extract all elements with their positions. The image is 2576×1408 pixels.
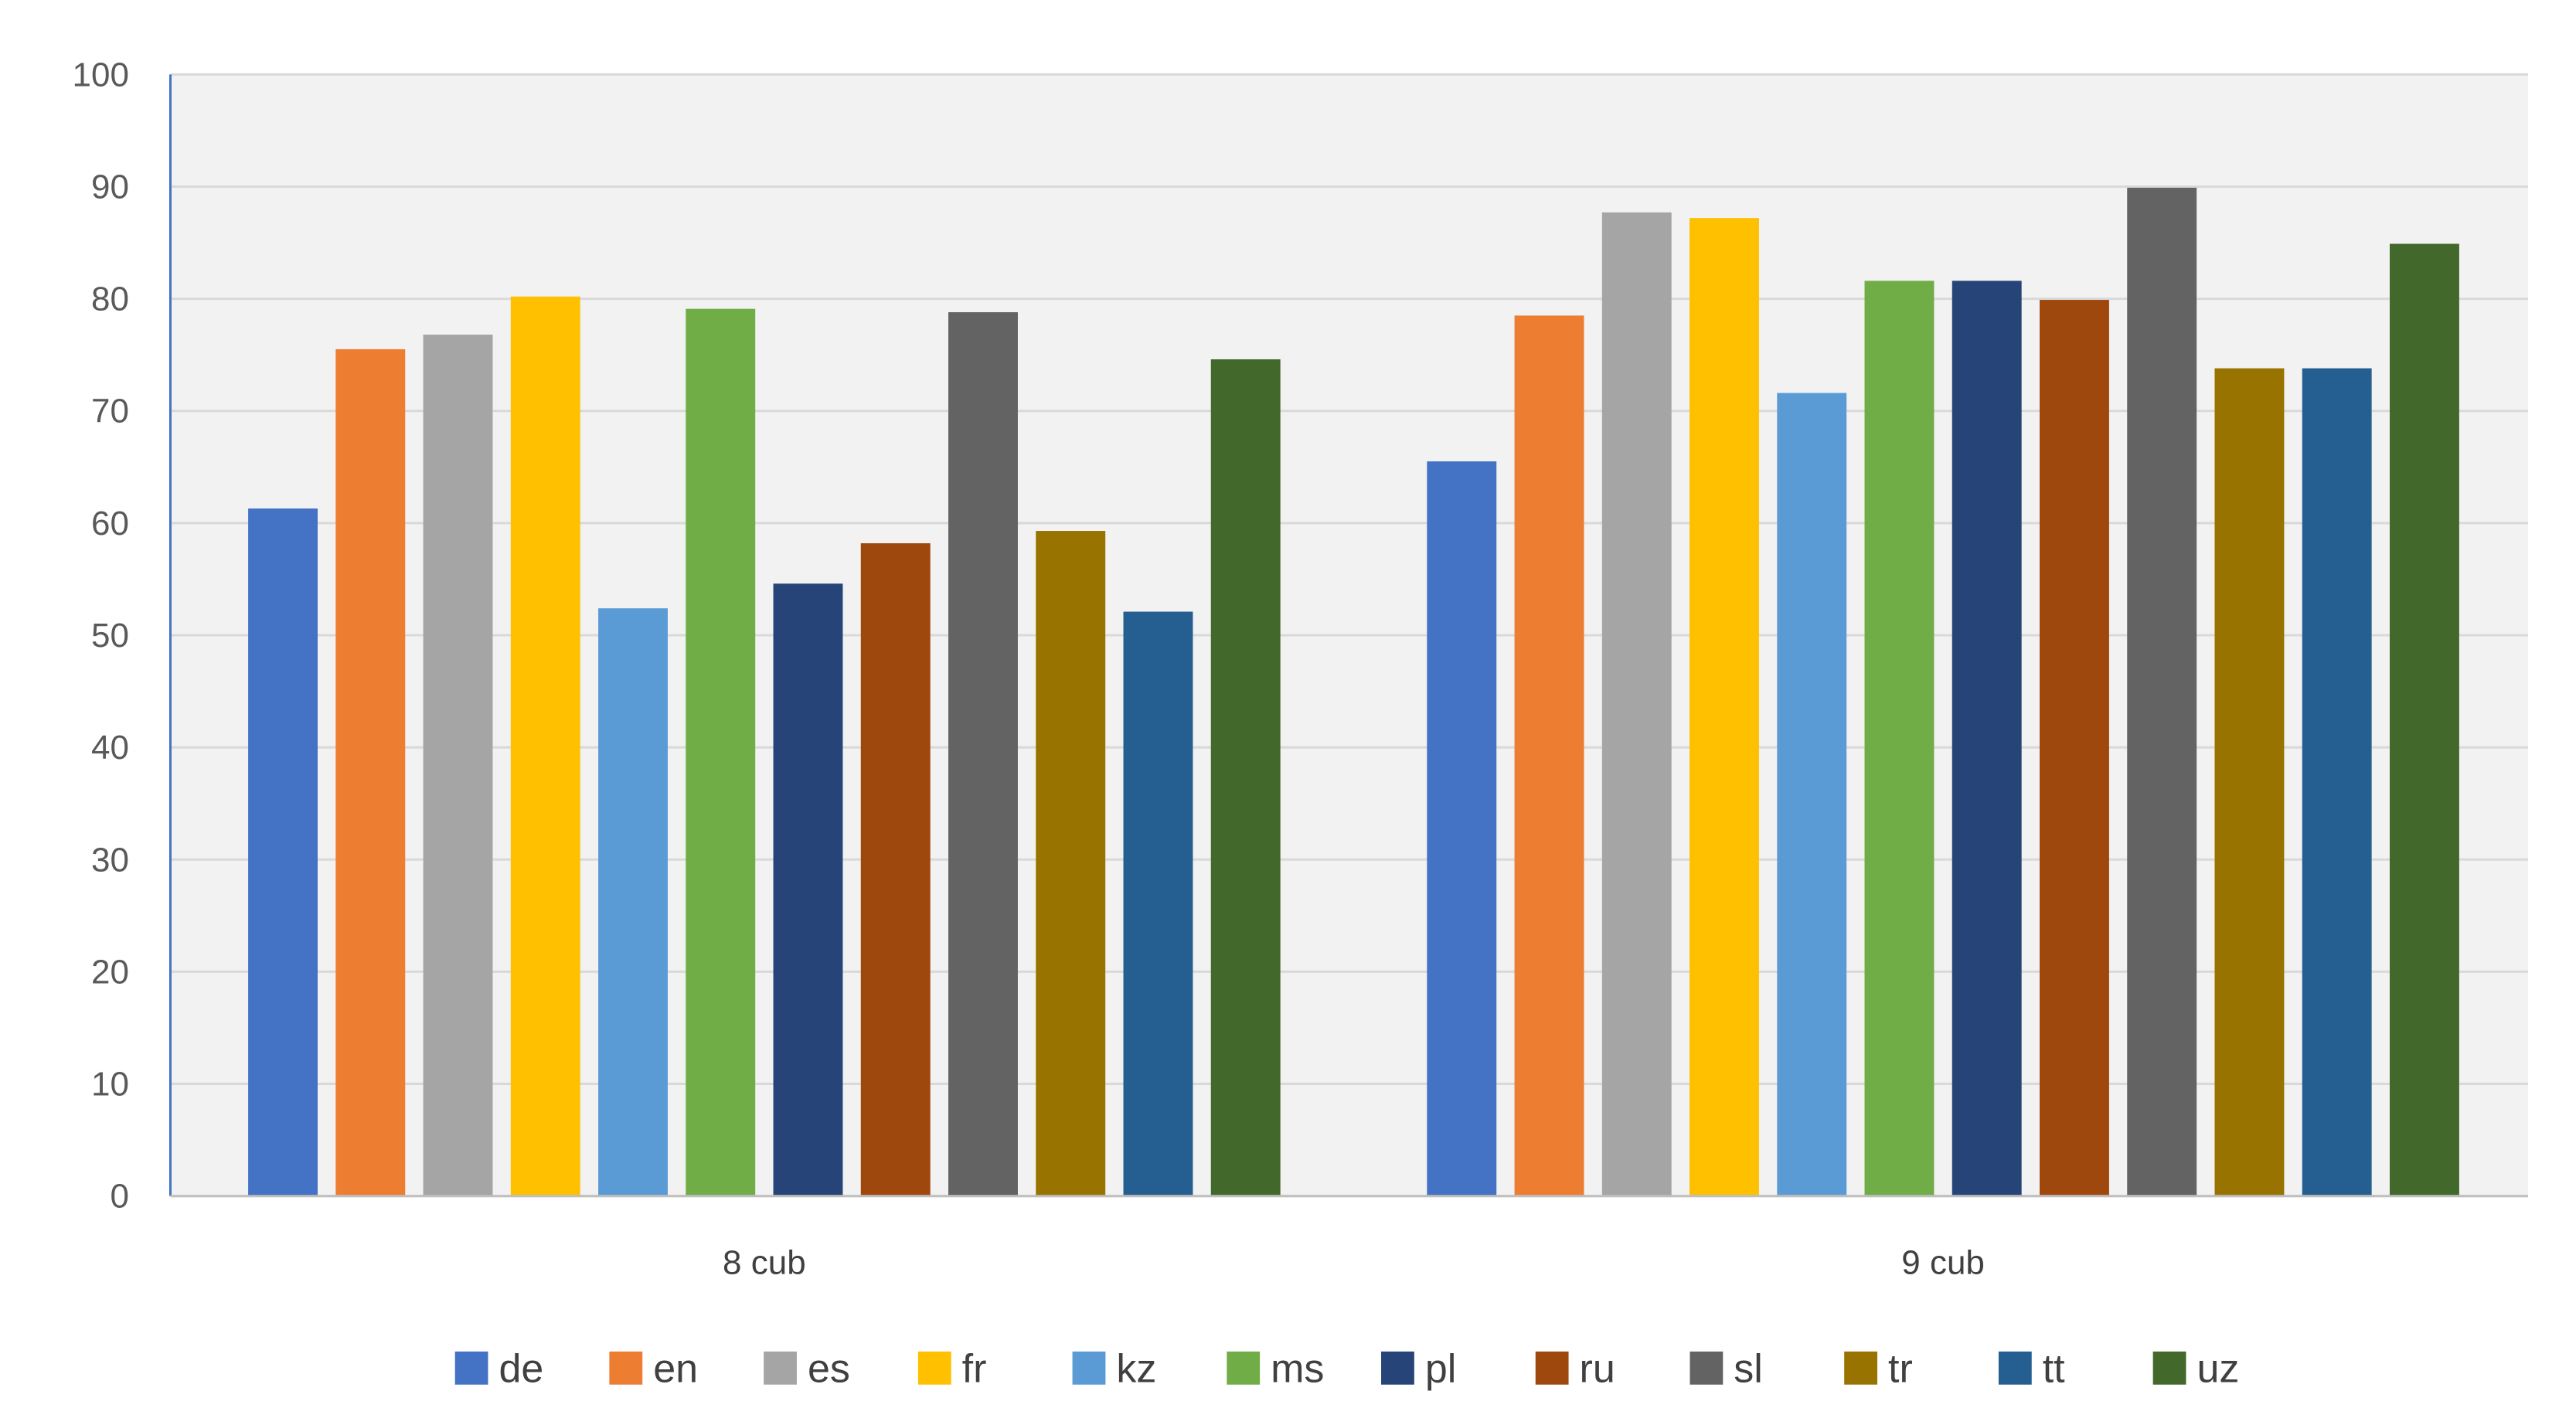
bars xyxy=(248,187,2459,1196)
bar-sl-9-cub xyxy=(2127,187,2197,1196)
legend: de en es fr kz ms pl ru sl tr tt uz xyxy=(454,1346,2239,1391)
category-label: 9 cub xyxy=(1901,1243,1985,1281)
legend-label-tt: tt xyxy=(2043,1346,2065,1391)
bar-fr-8-cub xyxy=(510,296,580,1196)
y-axis-ticks: 0 10 20 30 40 50 60 70 80 90 100 xyxy=(73,56,129,1215)
legend-swatch-sl xyxy=(1690,1351,1724,1385)
y-tick-label: 10 xyxy=(91,1066,129,1104)
bar-fr-9-cub xyxy=(1690,218,1759,1196)
bar-uz-8-cub xyxy=(1210,359,1281,1196)
y-tick-label: 40 xyxy=(91,729,129,767)
bar-de-9-cub xyxy=(1427,461,1497,1196)
legend-label-tr: tr xyxy=(1888,1346,1913,1391)
legend-swatch-es xyxy=(764,1351,797,1385)
bar-ms-9-cub xyxy=(1864,281,1935,1196)
legend-label-de: de xyxy=(499,1346,543,1391)
bar-pl-8-cub xyxy=(773,583,843,1196)
bar-sl-8-cub xyxy=(948,312,1018,1196)
legend-label-uz: uz xyxy=(2197,1346,2239,1391)
legend-label-fr: fr xyxy=(962,1346,987,1391)
legend-label-en: en xyxy=(653,1346,698,1391)
legend-label-es: es xyxy=(808,1346,850,1391)
bar-tr-8-cub xyxy=(1036,531,1106,1196)
y-tick-label: 90 xyxy=(91,168,129,206)
y-tick-label: 60 xyxy=(91,505,129,542)
bar-uz-9-cub xyxy=(2389,243,2459,1196)
bar-kz-8-cub xyxy=(598,608,668,1196)
legend-label-pl: pl xyxy=(1425,1346,1456,1391)
y-tick-label: 50 xyxy=(91,617,129,655)
bar-kz-9-cub xyxy=(1777,393,1847,1196)
bar-ms-8-cub xyxy=(686,308,756,1196)
axes xyxy=(168,74,2528,1198)
legend-swatch-de xyxy=(454,1351,488,1385)
y-tick-label: 20 xyxy=(91,953,129,991)
y-tick-label: 80 xyxy=(91,281,129,318)
legend-label-sl: sl xyxy=(1734,1346,1763,1391)
legend-swatch-kz xyxy=(1072,1351,1106,1385)
bar-tt-9-cub xyxy=(2302,368,2372,1196)
bar-en-9-cub xyxy=(1514,315,1584,1196)
legend-swatch-pl xyxy=(1381,1351,1414,1385)
bar-tt-8-cub xyxy=(1123,611,1193,1196)
legend-label-ms: ms xyxy=(1271,1346,1324,1391)
category-label: 8 cub xyxy=(723,1243,806,1281)
bar-tr-9-cub xyxy=(2214,368,2285,1196)
legend-swatch-ru xyxy=(1535,1351,1569,1385)
legend-swatch-tr xyxy=(1844,1351,1878,1385)
bar-es-9-cub xyxy=(1601,212,1672,1196)
bar-en-8-cub xyxy=(335,349,406,1196)
bar-de-8-cub xyxy=(248,508,318,1196)
legend-swatch-tt xyxy=(1998,1351,2032,1385)
y-tick-label: 30 xyxy=(91,841,129,879)
bar-es-8-cub xyxy=(423,335,493,1196)
bar-ru-9-cub xyxy=(2039,300,2109,1196)
x-axis-labels: 8 cub 9 cub xyxy=(723,1243,1985,1281)
bar-ru-8-cub xyxy=(860,542,931,1196)
bar-pl-9-cub xyxy=(1952,281,2022,1196)
legend-label-ru: ru xyxy=(1580,1346,1615,1391)
legend-label-kz: kz xyxy=(1116,1346,1156,1391)
legend-swatch-uz xyxy=(2152,1351,2186,1385)
legend-swatch-ms xyxy=(1227,1351,1261,1385)
legend-swatch-en xyxy=(609,1351,643,1385)
y-tick-label: 0 xyxy=(110,1178,128,1216)
y-tick-label: 70 xyxy=(91,393,129,430)
legend-swatch-fr xyxy=(917,1351,951,1385)
y-tick-label: 100 xyxy=(73,56,129,94)
